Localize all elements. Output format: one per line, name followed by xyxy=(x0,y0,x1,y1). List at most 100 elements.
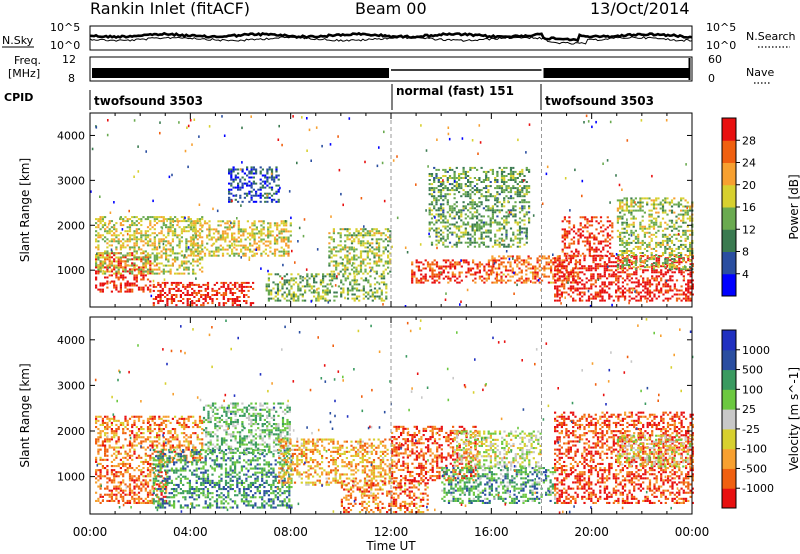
power-noise xyxy=(609,120,612,124)
power-cell xyxy=(144,238,147,241)
power-cell xyxy=(563,244,566,247)
power-cell xyxy=(131,246,134,249)
power-cell xyxy=(608,257,611,260)
power-cell xyxy=(639,299,642,302)
power-cell xyxy=(203,252,207,255)
power-cell xyxy=(556,293,559,296)
power-cell xyxy=(448,209,452,212)
power-cell xyxy=(215,254,218,257)
power-cell xyxy=(259,172,262,175)
power-cell xyxy=(124,282,127,285)
power-cell xyxy=(603,271,606,274)
power-cell xyxy=(282,228,286,231)
power-cell xyxy=(351,293,354,296)
power-cell xyxy=(523,175,526,177)
power-cell xyxy=(185,268,188,271)
power-cell xyxy=(498,221,501,224)
power-cell xyxy=(464,177,467,179)
power-cell xyxy=(677,229,680,232)
power-cell xyxy=(268,168,271,171)
power-cell xyxy=(480,237,483,240)
power-cell xyxy=(330,248,333,251)
power-cell xyxy=(169,220,172,223)
power-cell xyxy=(270,291,273,294)
power-cell xyxy=(133,264,136,267)
power-cell xyxy=(637,299,640,302)
power-cell xyxy=(413,275,416,278)
power-cell xyxy=(682,231,685,234)
power-cell xyxy=(194,236,197,239)
power-cell xyxy=(215,240,218,243)
power-cell xyxy=(514,193,517,196)
power-cell xyxy=(162,224,165,227)
power-cell xyxy=(115,274,118,277)
power-cell xyxy=(152,283,155,286)
power-cell xyxy=(599,273,602,276)
power-cell xyxy=(362,279,365,282)
power-cell xyxy=(366,250,369,253)
power-cell xyxy=(255,232,258,235)
power-cell xyxy=(454,265,457,268)
power-cell xyxy=(471,225,474,228)
power-cell xyxy=(446,237,449,240)
power-cell xyxy=(563,287,566,290)
power-cell xyxy=(503,219,506,222)
power-cell xyxy=(558,261,561,264)
power-cell xyxy=(509,175,513,177)
power-noise xyxy=(184,149,187,153)
power-cell xyxy=(166,294,169,296)
power-cell xyxy=(597,254,600,257)
power-cell xyxy=(471,223,474,226)
power-cell xyxy=(222,281,225,284)
power-cell xyxy=(496,209,499,212)
power-cell xyxy=(646,260,649,263)
power-cell xyxy=(183,230,186,233)
power-cell xyxy=(460,195,463,198)
power-cell xyxy=(496,199,499,202)
power-cell xyxy=(619,237,622,240)
power-cell xyxy=(454,279,457,282)
power-cell xyxy=(670,235,674,238)
power-cell xyxy=(435,199,438,202)
power-cell xyxy=(165,258,168,261)
power-cell xyxy=(525,185,528,188)
power-cell xyxy=(304,277,307,280)
power-cell xyxy=(577,275,580,278)
power-cell xyxy=(208,226,211,229)
power-cell xyxy=(228,182,231,185)
power-cell xyxy=(554,279,557,282)
power-cell xyxy=(149,262,152,265)
power-cell xyxy=(344,268,347,271)
power-cell xyxy=(633,273,636,276)
power-cell xyxy=(126,244,129,247)
power-cell xyxy=(496,229,499,232)
power-cell xyxy=(608,275,611,278)
power-cell xyxy=(251,228,254,231)
power-cell xyxy=(149,268,152,271)
power-cell xyxy=(552,261,555,264)
power-cell xyxy=(512,231,515,234)
power-cell xyxy=(670,225,674,228)
power-cell xyxy=(249,234,252,237)
power-cell xyxy=(650,239,653,242)
power-cell xyxy=(503,245,506,248)
power-cell xyxy=(252,194,255,197)
power-cell xyxy=(500,237,504,240)
power-cell xyxy=(602,246,605,249)
power-cell xyxy=(411,275,414,278)
power-cell xyxy=(657,295,661,298)
power-cell xyxy=(684,268,687,271)
power-cell xyxy=(124,254,127,257)
power-cell xyxy=(525,261,528,264)
power-cell xyxy=(659,241,662,244)
power-cell xyxy=(95,258,98,261)
power-cell xyxy=(135,224,138,227)
power-cell xyxy=(415,279,418,282)
power-cell xyxy=(563,285,566,288)
power-cell xyxy=(500,227,504,230)
power-cell xyxy=(135,228,138,231)
power-cell xyxy=(142,288,145,291)
power-cell xyxy=(153,228,156,231)
power-cell xyxy=(588,234,591,237)
power-cell xyxy=(637,209,640,212)
